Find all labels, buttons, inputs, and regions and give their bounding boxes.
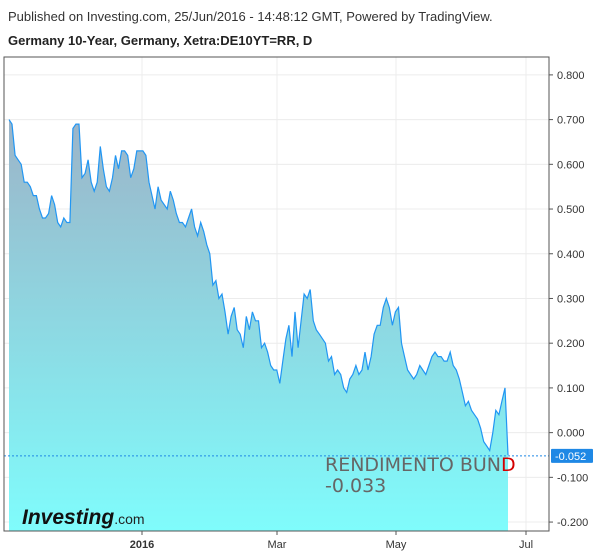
y-tick-label: 0.500 bbox=[557, 204, 585, 216]
last-value-tag: -0.052 bbox=[551, 448, 593, 463]
logo-brand: Investing bbox=[22, 506, 114, 529]
svg-text:RENDIMENTO BUND: RENDIMENTO BUND bbox=[325, 454, 516, 476]
annotation-line1-accent: D bbox=[501, 454, 516, 476]
y-axis: 0.800 0.700 0.600 0.500 0.400 0.300 0.200 0.100… bbox=[549, 70, 588, 529]
y-tick-label: 0.000 bbox=[557, 428, 585, 440]
y-tick-label: 0.800 bbox=[557, 70, 585, 82]
last-value-label: -0.052 bbox=[555, 451, 586, 463]
yield-line bbox=[8, 119, 509, 456]
annotation: RENDIMENTO BUND -0.033 bbox=[325, 454, 516, 497]
published-info: Published on Investing.com, 25/Jun/2016 … bbox=[8, 9, 493, 24]
x-tick-label: May bbox=[386, 539, 407, 551]
logo-suffix: .com bbox=[114, 511, 144, 527]
y-tick-label: -0.200 bbox=[557, 517, 588, 529]
y-tick-label: 0.400 bbox=[557, 249, 585, 261]
svg-text:Investing.com: Investing.com bbox=[22, 506, 145, 529]
y-tick-label: 0.700 bbox=[557, 115, 585, 127]
x-tick-label: 2016 bbox=[130, 539, 154, 551]
y-tick-label: 0.100 bbox=[557, 383, 585, 395]
x-tick-label: Jul bbox=[519, 539, 533, 551]
y-tick-label: 0.600 bbox=[557, 159, 585, 171]
investing-logo: Investing.com bbox=[22, 506, 145, 529]
y-tick-label: -0.100 bbox=[557, 472, 588, 484]
chart-title: Germany 10-Year, Germany, Xetra:DE10YT=R… bbox=[8, 33, 313, 48]
annotation-line2: -0.033 bbox=[325, 475, 386, 497]
x-axis: 2016 Mar May Jul bbox=[130, 531, 533, 551]
y-tick-label: 0.200 bbox=[557, 338, 585, 350]
y-tick-label: 0.300 bbox=[557, 293, 585, 305]
x-tick-label: Mar bbox=[268, 539, 287, 551]
annotation-line1: RENDIMENTO BUN bbox=[325, 454, 501, 476]
